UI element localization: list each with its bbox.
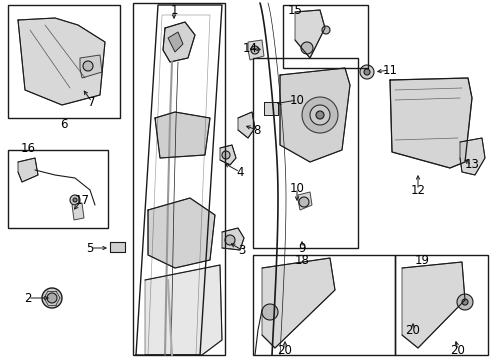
Polygon shape xyxy=(163,22,195,62)
Text: 18: 18 xyxy=(294,253,310,266)
Text: 9: 9 xyxy=(298,242,306,255)
Polygon shape xyxy=(462,299,468,305)
Polygon shape xyxy=(80,55,102,78)
Polygon shape xyxy=(264,102,278,115)
Polygon shape xyxy=(222,228,244,250)
Text: 1: 1 xyxy=(170,4,178,17)
Polygon shape xyxy=(238,112,255,138)
Polygon shape xyxy=(42,288,62,308)
Polygon shape xyxy=(220,145,236,165)
Polygon shape xyxy=(110,242,125,252)
Polygon shape xyxy=(460,138,485,175)
Text: 7: 7 xyxy=(88,95,96,108)
Polygon shape xyxy=(298,192,312,210)
Bar xyxy=(395,255,488,355)
Polygon shape xyxy=(225,235,235,245)
Polygon shape xyxy=(280,68,350,162)
Text: 11: 11 xyxy=(383,63,397,77)
Polygon shape xyxy=(148,198,215,268)
Text: 3: 3 xyxy=(238,243,245,256)
Text: 2: 2 xyxy=(24,292,32,305)
Text: 16: 16 xyxy=(21,141,35,154)
Polygon shape xyxy=(301,42,313,54)
Polygon shape xyxy=(18,158,38,182)
Polygon shape xyxy=(83,61,93,71)
Polygon shape xyxy=(145,265,222,355)
Polygon shape xyxy=(295,10,325,58)
Text: 12: 12 xyxy=(411,184,425,197)
Polygon shape xyxy=(18,18,105,105)
Polygon shape xyxy=(322,26,330,34)
Polygon shape xyxy=(251,46,259,54)
Bar xyxy=(283,5,368,68)
Polygon shape xyxy=(248,40,264,60)
Text: 20: 20 xyxy=(406,324,420,337)
Text: 10: 10 xyxy=(290,94,304,107)
Text: 4: 4 xyxy=(236,166,244,179)
Text: 14: 14 xyxy=(243,41,258,54)
Bar xyxy=(253,58,358,248)
Polygon shape xyxy=(168,32,183,52)
Text: 20: 20 xyxy=(277,343,293,356)
Text: 13: 13 xyxy=(465,158,479,171)
Polygon shape xyxy=(364,69,370,75)
Polygon shape xyxy=(47,293,57,303)
Text: 20: 20 xyxy=(451,343,465,356)
Polygon shape xyxy=(402,262,465,348)
Polygon shape xyxy=(457,294,473,310)
Bar xyxy=(133,3,225,355)
Text: 6: 6 xyxy=(60,118,68,131)
Text: 17: 17 xyxy=(74,194,90,207)
Polygon shape xyxy=(262,258,335,348)
Polygon shape xyxy=(262,304,278,320)
Polygon shape xyxy=(310,105,330,125)
Text: 5: 5 xyxy=(86,242,94,255)
Polygon shape xyxy=(316,111,324,119)
Text: 10: 10 xyxy=(290,181,304,194)
Polygon shape xyxy=(360,65,374,79)
Polygon shape xyxy=(390,78,472,168)
Polygon shape xyxy=(222,151,230,159)
Polygon shape xyxy=(73,198,77,202)
Polygon shape xyxy=(302,97,338,133)
Polygon shape xyxy=(70,195,80,205)
Polygon shape xyxy=(299,197,309,207)
Polygon shape xyxy=(72,203,84,220)
Bar xyxy=(253,255,395,355)
Text: 8: 8 xyxy=(253,123,261,136)
Polygon shape xyxy=(155,112,210,158)
Text: 19: 19 xyxy=(415,253,430,266)
Text: 15: 15 xyxy=(288,4,302,17)
Bar xyxy=(8,150,108,228)
Bar xyxy=(8,5,120,118)
